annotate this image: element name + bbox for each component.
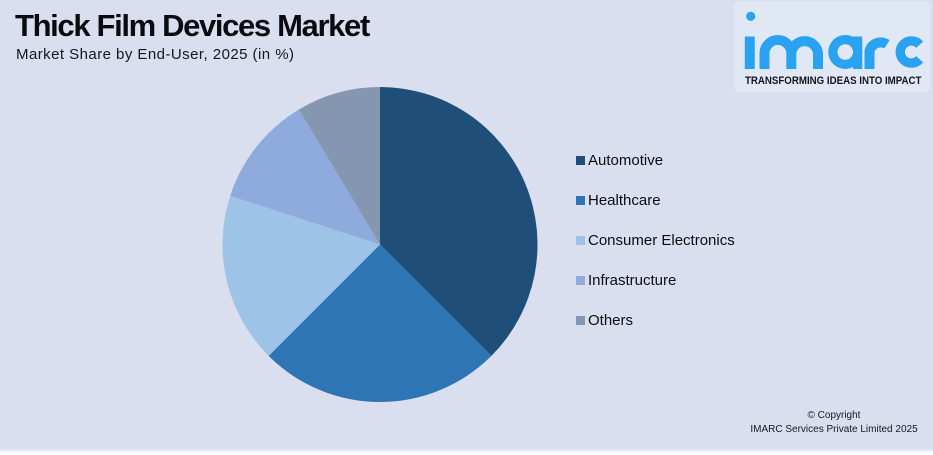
svg-text:TRANSFORMING IDEAS INTO IMPACT: TRANSFORMING IDEAS INTO IMPACT [745,75,922,87]
